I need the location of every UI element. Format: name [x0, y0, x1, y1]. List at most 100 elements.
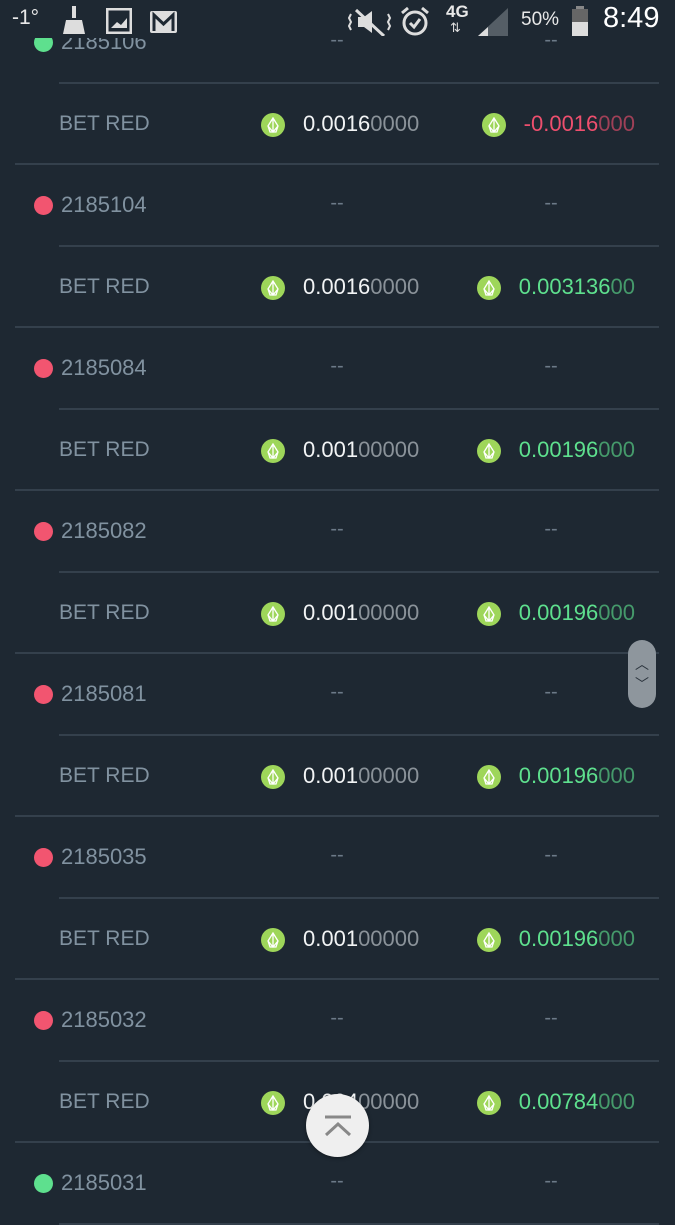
- battery-icon: [572, 6, 588, 36]
- round-id: 2185032: [61, 1007, 147, 1032]
- divider: [15, 489, 659, 491]
- back-to-top-icon: [324, 1115, 351, 1136]
- bet-amount-main: 0.001: [303, 599, 359, 625]
- round-id: 2185081: [61, 681, 147, 706]
- bet-placeholder: --: [330, 192, 344, 214]
- mute-vibrate-icon: [348, 8, 392, 36]
- payout-trailing: 000: [598, 110, 635, 136]
- result-dot: [34, 685, 53, 704]
- round-row[interactable]: 2185081 -- --: [0, 654, 675, 736]
- divider: [15, 652, 659, 654]
- payout-main: 0.00196: [518, 925, 599, 951]
- divider: [59, 896, 659, 899]
- payout-amount: 0.00196000: [476, 925, 635, 952]
- bet-amount-main: 0.001: [303, 925, 359, 951]
- round-row[interactable]: 2185032 -- --: [0, 980, 675, 1062]
- bet-amount: 0.00160000: [303, 111, 419, 137]
- payout-amount: -0.0016000: [481, 110, 635, 137]
- payout-amount: 0.00313600: [476, 273, 635, 300]
- payout-placeholder: --: [544, 355, 558, 377]
- payout-trailing: 00: [610, 273, 635, 299]
- bet-amount-trailing: 00000: [358, 436, 420, 462]
- signal-icon: [478, 8, 508, 36]
- round-id: 2185031: [61, 1170, 147, 1195]
- bet-row: BET RED 0.00100000 0.00196000: [0, 736, 675, 817]
- payout-main: 0.00196: [518, 762, 599, 788]
- payout-main: 0.00784: [518, 1088, 599, 1114]
- bet-amount-trailing: 0000: [370, 273, 420, 299]
- bet-amount-trailing: 00000: [358, 1088, 420, 1114]
- alarm-icon: [401, 6, 429, 36]
- payout-placeholder: --: [544, 1170, 558, 1192]
- bet-label: BET RED: [59, 111, 150, 135]
- bet-row: BET RED 0.00100000 0.00196000: [0, 573, 675, 654]
- data-arrows-icon: ⇅: [450, 20, 461, 35]
- divider: [15, 815, 659, 817]
- round-row[interactable]: 2185104 -- --: [0, 165, 675, 247]
- bet-row: BET RED 0.00100000 0.00196000: [0, 899, 675, 980]
- bet-amount: 0.00100000: [303, 600, 419, 626]
- gmail-icon: [150, 11, 177, 33]
- bet-amount-main: 0.0016: [303, 273, 371, 299]
- bet-amount: 0.00160000: [303, 274, 419, 300]
- result-dot: [34, 522, 53, 541]
- status-bar: -1° 4G ⇅ 50% 8:49: [0, 0, 675, 38]
- round-id: 2185082: [61, 518, 147, 543]
- bet-row: BET RED 0.00160000 -0.0016000: [0, 84, 675, 165]
- cleaner-broom-icon: [63, 6, 85, 34]
- divider: [15, 326, 659, 328]
- bet-label: BET RED: [59, 274, 150, 298]
- battery-percent: 50%: [521, 9, 560, 30]
- payout-main: 0.00196: [518, 436, 599, 462]
- eos-coin-icon: [261, 438, 285, 463]
- bet-amount-trailing: 00000: [358, 762, 420, 788]
- round-row[interactable]: 2185084 -- --: [0, 328, 675, 410]
- payout-placeholder: --: [544, 192, 558, 214]
- round-id: 2185035: [61, 844, 147, 869]
- result-dot: [34, 1011, 53, 1030]
- result-dot: [34, 848, 53, 867]
- bet-amount-main: 0.001: [303, 436, 359, 462]
- clock: 8:49: [603, 2, 660, 34]
- payout-main: 0.00196: [518, 599, 599, 625]
- round-id: 2185084: [61, 355, 147, 380]
- divider: [59, 244, 659, 247]
- payout-placeholder: --: [544, 844, 558, 866]
- bet-placeholder: --: [330, 1170, 344, 1192]
- bet-label: BET RED: [59, 763, 150, 787]
- bet-amount-trailing: 0000: [370, 110, 420, 136]
- result-dot: [34, 196, 53, 215]
- eos-coin-icon: [476, 764, 501, 789]
- eos-coin-icon: [476, 927, 501, 952]
- divider: [15, 163, 659, 165]
- round-row[interactable]: 2185082 -- --: [0, 491, 675, 573]
- scroll-handle[interactable]: ︿ ﹀: [628, 640, 656, 708]
- result-dot: [34, 1174, 53, 1193]
- bet-amount: 0.00100000: [303, 763, 419, 789]
- bet-placeholder: --: [330, 844, 344, 866]
- bet-placeholder: --: [330, 681, 344, 703]
- payout-main: -0.0016: [523, 110, 599, 136]
- eos-coin-icon: [476, 438, 501, 463]
- payout-trailing: 000: [598, 762, 635, 788]
- payout-trailing: 000: [598, 436, 635, 462]
- bet-amount-trailing: 00000: [358, 925, 420, 951]
- bet-amount: 0.00100000: [303, 926, 419, 952]
- round-row[interactable]: 2185035 -- --: [0, 817, 675, 899]
- divider: [59, 81, 659, 84]
- chevron-up-icon[interactable]: ︿: [635, 656, 649, 672]
- bet-amount-trailing: 00000: [358, 599, 420, 625]
- eos-coin-icon: [476, 601, 501, 626]
- bet-row: BET RED 0.00400000 0.00784000: [0, 1062, 675, 1143]
- divider: [15, 978, 659, 980]
- payout-placeholder: --: [544, 518, 558, 540]
- divider: [59, 1059, 659, 1062]
- chevron-down-icon[interactable]: ﹀: [635, 676, 649, 692]
- back-to-top-button[interactable]: [306, 1094, 369, 1157]
- payout-amount: 0.00784000: [476, 1088, 635, 1115]
- eos-coin-icon: [261, 275, 285, 300]
- eos-coin-icon: [261, 601, 285, 626]
- bet-amount-main: 0.001: [303, 762, 359, 788]
- payout-trailing: 000: [598, 925, 635, 951]
